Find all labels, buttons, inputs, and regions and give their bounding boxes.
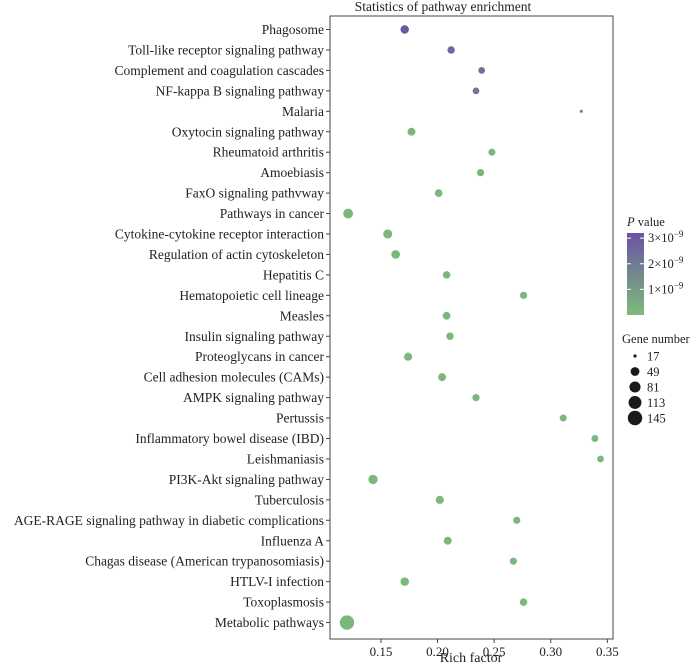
data-point [478, 67, 486, 74]
data-point [591, 435, 599, 442]
size-legend-label: 81 [647, 381, 660, 395]
data-point [400, 25, 409, 34]
p-value-legend-title: P value [626, 215, 665, 229]
category-label: Hepatitis C [263, 267, 324, 282]
colorbar-tick-label: 2×10−9 [648, 255, 684, 271]
category-label: Metabolic pathways [215, 615, 324, 630]
chart-title: Statistics of pathway enrichment [355, 0, 532, 14]
data-point [339, 615, 355, 630]
x-tick-label: 0.30 [539, 644, 562, 659]
category-label: Oxytocin signaling pathway [172, 124, 324, 139]
data-point [383, 229, 393, 239]
size-legend-label: 113 [647, 396, 665, 410]
category-label: Cytokine-cytokine receptor interaction [115, 227, 324, 242]
data-point [368, 474, 378, 485]
data-point [472, 393, 480, 402]
category-label: HTLV-I infection [230, 574, 324, 589]
x-axis-label: Rich factor [440, 651, 503, 666]
size-legend-label: 145 [647, 412, 666, 426]
category-labels: Phagosome Toll-like receptor signaling pa… [14, 22, 325, 630]
size-legend-label: 17 [647, 350, 660, 364]
x-tick-label: 0.25 [483, 644, 506, 659]
data-point [442, 271, 451, 279]
size-legend-dot [629, 381, 641, 393]
category-label: Malaria [282, 104, 324, 119]
p-value-colorbar [627, 233, 644, 315]
size-legend-dot [628, 396, 642, 409]
data-points [339, 25, 604, 630]
category-label: Influenza A [261, 533, 325, 548]
colorbar-tick-label: 3×10−9 [648, 229, 684, 245]
category-label: Leishmaniasis [247, 451, 324, 466]
data-point [391, 250, 401, 259]
data-point [509, 557, 517, 565]
data-point [438, 373, 447, 382]
category-label: Amoebiasis [260, 165, 324, 180]
p-value-legend-title-rest: value [635, 215, 666, 229]
data-point [443, 536, 452, 545]
data-point [407, 127, 416, 136]
category-label: FaxO signaling pathvway [185, 186, 324, 201]
data-point [404, 352, 413, 361]
data-point [472, 87, 480, 95]
category-label: Hematopoietic cell lineage [179, 288, 324, 303]
data-point [343, 208, 354, 219]
x-tick-label: 0.20 [426, 644, 449, 659]
category-label: Regulation of actin cytoskeleton [149, 247, 324, 262]
data-point [434, 189, 443, 197]
data-point [435, 495, 444, 504]
category-label: Pathways in cancer [220, 206, 325, 221]
category-label: Measles [280, 308, 324, 323]
size-legend-dot [630, 367, 640, 376]
category-label: Inflammatory bowel disease (IBD) [135, 431, 324, 446]
x-axis: 0.15 0.20 0.25 0.30 0.35 [370, 639, 619, 659]
category-label: PI3K-Akt signaling pathway [169, 472, 324, 487]
category-label: Phagosome [262, 22, 324, 37]
category-label: Complement and coagulation cascades [114, 63, 324, 78]
size-legend-dot [627, 410, 643, 426]
data-point [559, 414, 567, 422]
category-label: Toxoplasmosis [243, 595, 324, 610]
category-label: Insulin signaling pathway [185, 329, 325, 344]
category-label: Proteoglycans in cancer [195, 349, 324, 364]
plot-frame [329, 15, 614, 640]
data-point [513, 516, 521, 524]
category-label: Rheumatoid arthritis [213, 145, 324, 160]
data-point [519, 291, 528, 299]
data-point [447, 46, 455, 54]
data-point [476, 169, 485, 177]
p-value-legend-title-italic: P [626, 215, 635, 229]
category-label: Toll-like receptor signaling pathway [128, 42, 324, 57]
category-label: Tuberculosis [255, 492, 324, 507]
category-label: AGE-RAGE signaling pathway in diabetic c… [14, 513, 324, 528]
data-point [519, 598, 528, 606]
data-point [442, 311, 451, 320]
colorbar-tick-label: 1×10−9 [648, 280, 684, 296]
p-value-legend: P value 3×10−9 2×10−9 1×10−9 [626, 215, 684, 315]
category-label: AMPK signaling pathway [183, 390, 324, 405]
data-point [579, 109, 583, 113]
data-point [597, 455, 604, 463]
data-point [400, 577, 409, 586]
x-tick-label: 0.15 [370, 644, 393, 659]
x-tick-label: 0.35 [596, 644, 619, 659]
data-point [488, 148, 496, 156]
category-label: Cell adhesion molecules (CAMs) [144, 370, 324, 385]
category-label: NF-kappa B signaling pathway [156, 83, 325, 98]
category-label: Chagas disease (American trypanosomiasis… [85, 554, 324, 569]
size-legend-dot [633, 354, 637, 358]
size-legend-label: 49 [647, 365, 660, 379]
y-ticks [326, 29, 330, 624]
category-label: Pertussis [276, 411, 324, 426]
data-point [446, 332, 454, 341]
gene-number-legend-title: Gene number [622, 332, 691, 346]
